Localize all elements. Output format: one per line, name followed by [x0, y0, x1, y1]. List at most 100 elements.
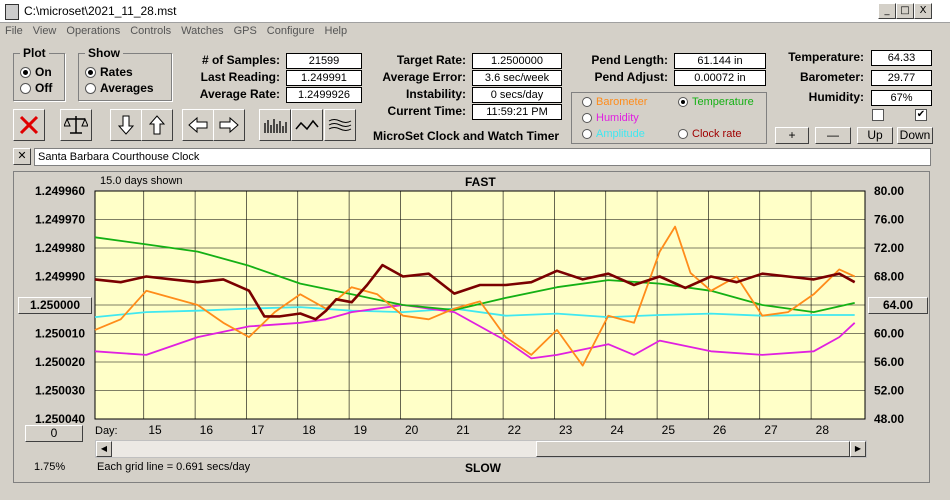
current-time-value: 11:59:21 PM: [472, 104, 562, 120]
maximize-button[interactable]: □: [896, 3, 914, 19]
y-right-tick-label: 76.00: [874, 213, 904, 227]
x-tick-label: 21: [456, 423, 470, 437]
histogram-button[interactable]: [259, 109, 291, 141]
y-tick-label: 1.249970: [35, 213, 85, 227]
radio-dot: [582, 129, 592, 139]
radio-dot: [678, 97, 688, 107]
legend-amplitude[interactable]: Amplitude: [582, 128, 645, 140]
offset-button[interactable]: 0: [25, 425, 83, 442]
series-temperature: [94, 236, 855, 314]
slow-label: SLOW: [465, 461, 501, 475]
legend-temperature[interactable]: Temperature: [678, 96, 754, 108]
plus-button[interactable]: +: [775, 127, 809, 144]
clock-name-input[interactable]: Santa Barbara Courthouse Clock: [34, 148, 931, 166]
x-tick-label: 22: [508, 423, 522, 437]
series-amplitude: [94, 306, 855, 319]
menu-gps[interactable]: GPS: [233, 25, 257, 37]
legend-clockrate-label: Clock rate: [692, 128, 742, 140]
x-tick-label: 15: [148, 423, 162, 437]
radio-dot: [85, 82, 96, 94]
plot-group-title: Plot: [20, 46, 49, 60]
right-axis-labels: 80.00 76.00 72.00 68.00 60.00 56.00 52.00 48.00: [874, 184, 904, 426]
days-shown-label: 15.0 days shown: [100, 175, 183, 187]
smooth-wave-icon: [328, 119, 352, 131]
pend-adjust-value: 0.00072 in: [674, 70, 766, 86]
samples-label: # of Samples:: [201, 53, 280, 67]
arrow-right-button[interactable]: [213, 109, 245, 141]
arrow-right-icon: [219, 116, 239, 134]
plot-off-radio[interactable]: Off: [20, 81, 52, 95]
instability-label: Instability:: [405, 87, 466, 101]
grid-note: Each grid line = 0.691 secs/day: [97, 461, 251, 473]
show-averages-radio[interactable]: Averages: [85, 81, 154, 95]
stop-x-icon: [19, 115, 39, 135]
target-rate-label: Target Rate:: [396, 53, 466, 67]
menu-watches[interactable]: Watches: [181, 25, 224, 37]
waveform-button[interactable]: [291, 109, 323, 141]
menu-help[interactable]: Help: [324, 25, 348, 37]
scroll-left-button[interactable]: ◀: [96, 441, 112, 457]
average-error-label: Average Error:: [382, 70, 466, 84]
scroll-left-icon: ◀: [100, 444, 108, 453]
x-tick-label: 26: [713, 423, 727, 437]
last-reading-label: Last Reading:: [200, 70, 280, 84]
x-tick-label: 18: [302, 423, 316, 437]
average-rate-value: 1.2499926: [286, 87, 362, 103]
radio-dot: [582, 113, 592, 123]
show-averages-label: Averages: [100, 81, 154, 95]
legend-barometer[interactable]: Barometer: [582, 96, 647, 108]
x-tick-label: 16: [200, 423, 214, 437]
scroll-thumb[interactable]: [536, 441, 850, 457]
day-axis-label: Day:: [95, 425, 118, 437]
series-lines: [94, 225, 856, 367]
x-tick-label: 23: [559, 423, 573, 437]
show-rates-radio[interactable]: Rates: [85, 65, 133, 79]
menu-controls[interactable]: Controls: [130, 25, 172, 37]
legend-humidity[interactable]: Humidity: [582, 112, 639, 124]
menu-configure[interactable]: Configure: [266, 25, 315, 37]
checkbox-left[interactable]: [872, 109, 884, 121]
menu-operations[interactable]: Operations: [66, 25, 121, 37]
menu-file[interactable]: File: [5, 25, 23, 37]
checkbox-right[interactable]: ✔: [915, 109, 927, 121]
y-tick-label: 1.250030: [35, 384, 85, 398]
series-humidity: [94, 304, 856, 360]
up-button[interactable]: Up: [857, 127, 893, 144]
y-right-tick-label: 48.00: [874, 412, 904, 426]
minus-button[interactable]: —: [815, 127, 851, 144]
smooth-button[interactable]: [324, 109, 356, 141]
x-tick-label: 19: [354, 423, 368, 437]
y-tick-label: 1.250040: [35, 412, 85, 426]
legend-amplitude-label: Amplitude: [596, 128, 645, 140]
last-reading-value: 1.249991: [286, 70, 362, 86]
legend-clockrate[interactable]: Clock rate: [678, 128, 742, 140]
show-group: Show Rates Averages: [78, 46, 172, 101]
down-button[interactable]: Down: [897, 127, 933, 144]
arrow-left-icon: [188, 116, 208, 134]
pend-length-label: Pend Length:: [591, 53, 668, 67]
radio-dot: [85, 66, 96, 78]
plot-on-radio[interactable]: On: [20, 65, 52, 79]
y-right-tick-label: 52.00: [874, 384, 904, 398]
average-rate-label: Average Rate:: [199, 87, 280, 101]
left-axis-labels: 1.249960 1.249970 1.249980 1.249990 1.250010…: [35, 184, 85, 426]
arrow-up-button[interactable]: [141, 109, 173, 141]
balance-button[interactable]: [60, 109, 92, 141]
radio-dot: [20, 66, 31, 78]
current-time-label: Current Time:: [387, 104, 466, 118]
app-title: MicroSet Clock and Watch Timer: [373, 129, 560, 143]
arrow-left-button[interactable]: [182, 109, 214, 141]
stop-button[interactable]: [13, 109, 45, 141]
scroll-right-button[interactable]: ▶: [850, 441, 866, 457]
center-rate-button[interactable]: 1.250000: [18, 297, 92, 314]
temperature-value: 64.33: [871, 50, 932, 66]
x-tick-label: 27: [764, 423, 778, 437]
minimize-button[interactable]: _: [878, 3, 896, 19]
clear-clock-name-button[interactable]: ✕: [13, 148, 31, 165]
radio-dot: [582, 97, 592, 107]
time-scrollbar[interactable]: ◀ ▶: [95, 440, 867, 458]
center-aux-button[interactable]: 64.00: [868, 297, 928, 314]
close-button[interactable]: X: [914, 3, 932, 19]
menu-view[interactable]: View: [32, 25, 57, 37]
